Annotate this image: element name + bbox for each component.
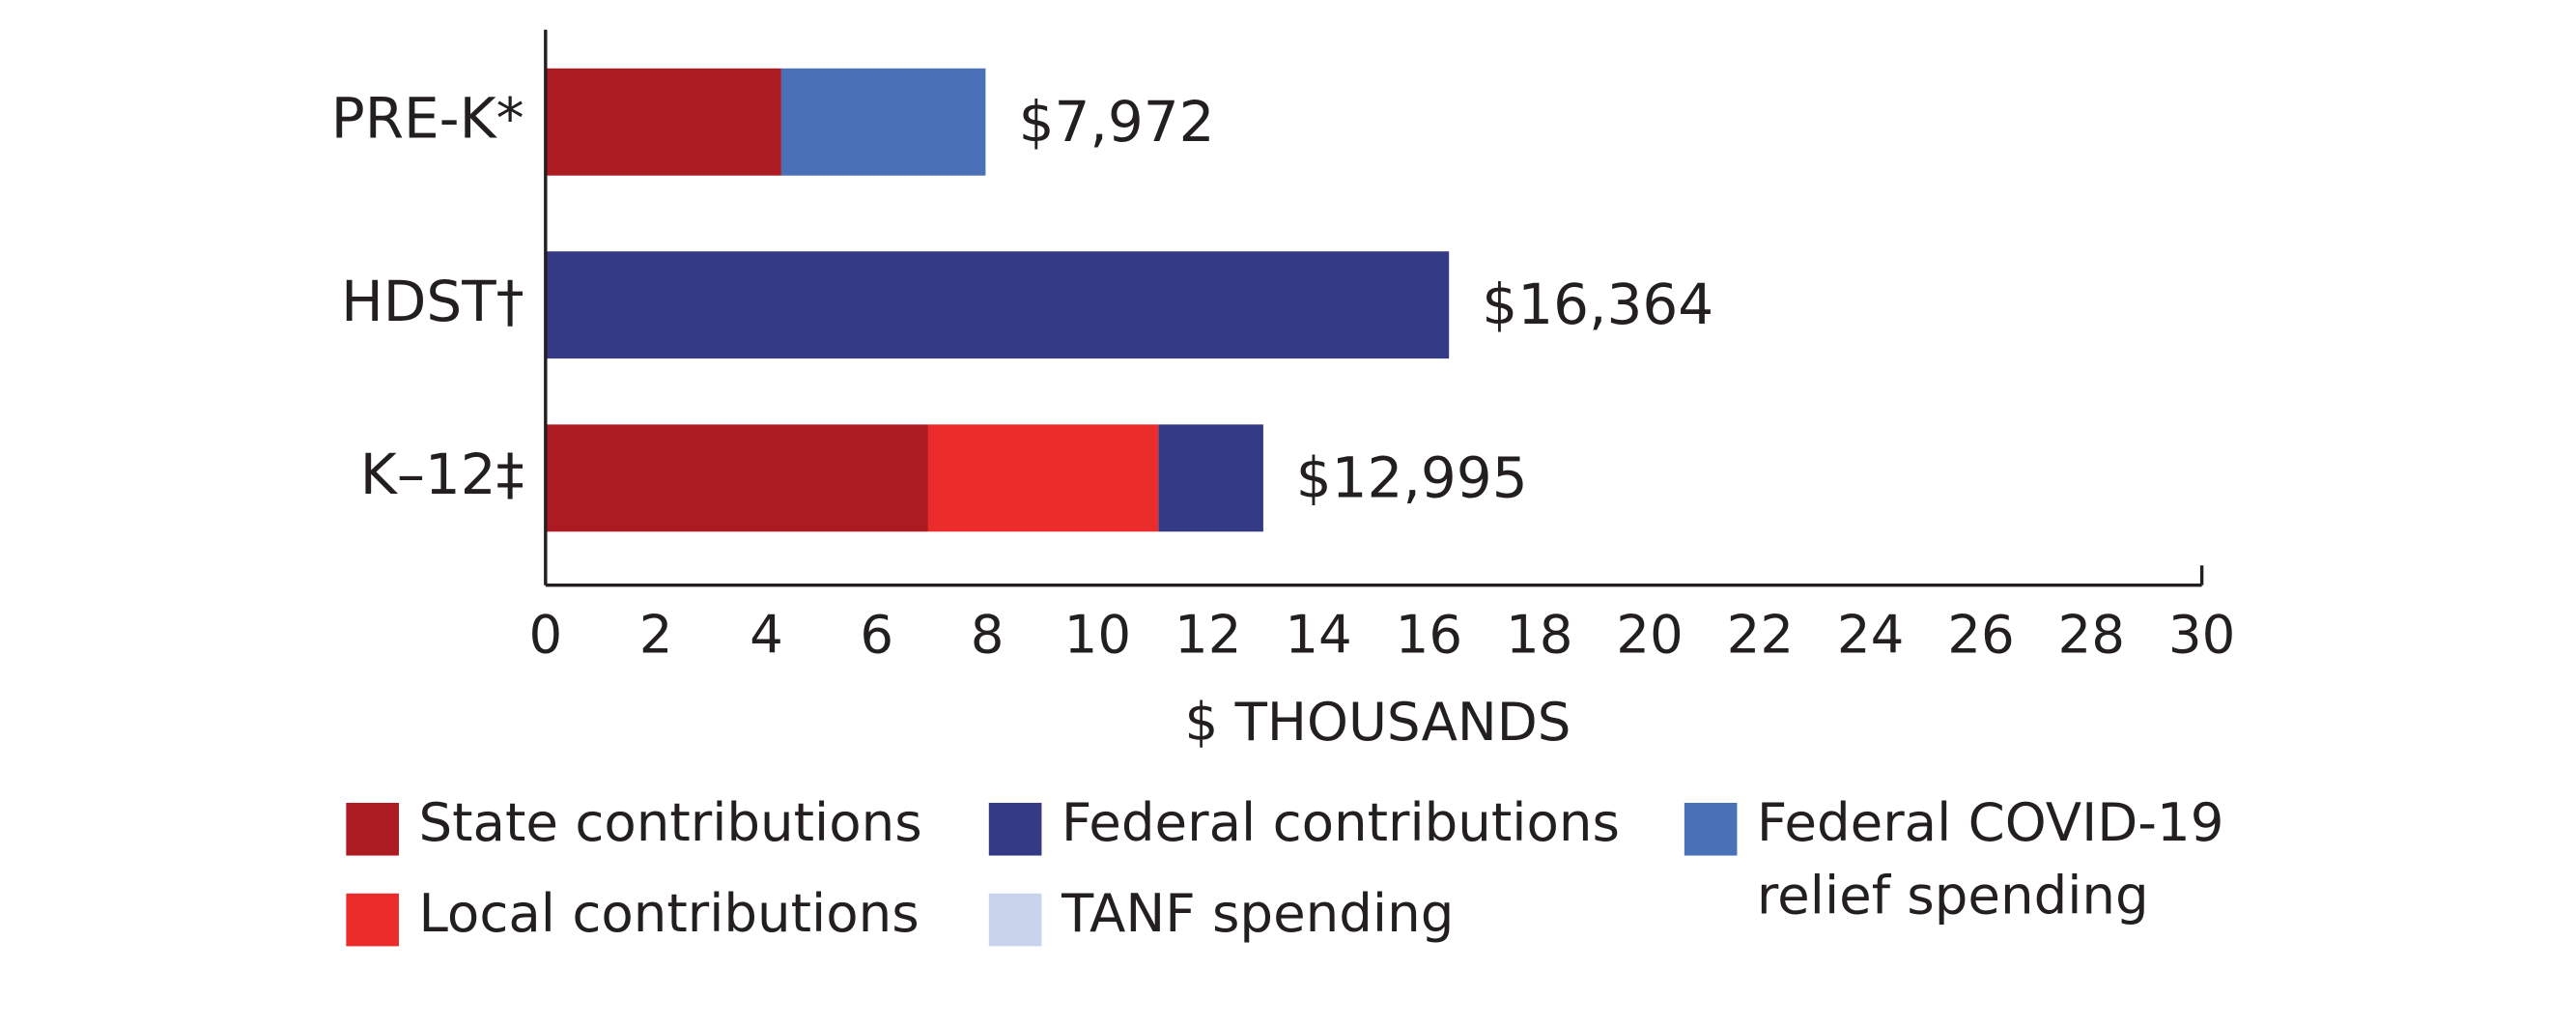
legend-item: TANF spending: [1061, 881, 1455, 945]
legend-item: Federal contributions: [1061, 791, 1620, 854]
legend-swatch: [988, 893, 1042, 947]
category-label: K–12‡: [360, 442, 524, 507]
x-tick-label: 30: [2168, 603, 2235, 665]
legend-swatch: [346, 802, 399, 856]
total-label: $12,995: [1296, 444, 1528, 510]
x-tick-label: 20: [1616, 603, 1683, 665]
x-tick-label: 18: [1506, 603, 1572, 665]
x-tick-label: 14: [1285, 603, 1351, 665]
x-tick-label: 6: [860, 603, 893, 665]
legend-label: Local contributions: [418, 881, 920, 945]
category-label: HDST†: [341, 269, 524, 334]
bar-segment: [927, 424, 1159, 532]
legend-item: Local contributions: [418, 881, 920, 945]
x-axis-title: $ THOUSANDS: [1185, 691, 1571, 753]
x-tick-label: 2: [639, 603, 673, 665]
x-tick-label: 4: [750, 603, 783, 665]
legend-item: Federal COVID-19 relief spending: [1756, 791, 2224, 927]
x-tick-label: 8: [971, 603, 1005, 665]
bar-segment: [780, 68, 986, 176]
x-tick-label: 24: [1837, 603, 1904, 665]
bar-segment: [1158, 424, 1263, 532]
bar-segment: [545, 68, 781, 176]
legend-label: Federal contributions: [1061, 791, 1620, 854]
legend-item: State contributions: [418, 791, 922, 854]
legend-swatch: [1684, 802, 1738, 856]
legend-swatch: [988, 802, 1042, 856]
x-tick-label: 10: [1064, 603, 1131, 665]
legend-label: Federal COVID-19 relief spending: [1756, 791, 2224, 927]
x-tick-label: 28: [2058, 603, 2125, 665]
legend-swatch: [346, 893, 399, 947]
x-tick-label: 12: [1175, 603, 1241, 665]
total-label: $7,972: [1019, 89, 1215, 155]
legend-label: State contributions: [418, 791, 922, 854]
bar-segment: [545, 251, 1450, 359]
x-tick-label: 22: [1727, 603, 1794, 665]
bar-segment: [545, 424, 928, 532]
category-label: PRE-K*: [331, 85, 524, 151]
legend-label: TANF spending: [1061, 881, 1455, 945]
x-tick-label: 16: [1396, 603, 1462, 665]
total-label: $16,364: [1482, 271, 1713, 337]
x-tick-label: 26: [1947, 603, 2014, 665]
x-tick-label: 0: [528, 603, 562, 665]
